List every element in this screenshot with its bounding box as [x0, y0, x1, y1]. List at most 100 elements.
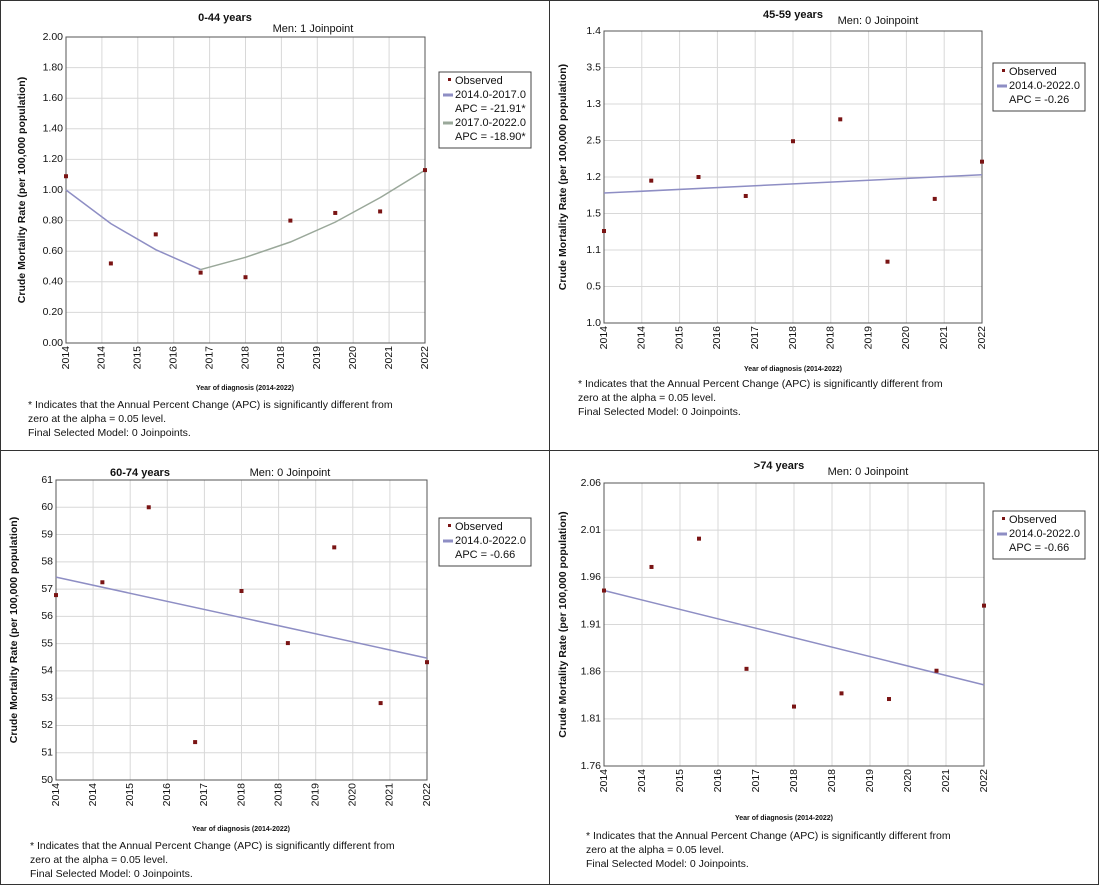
observed-point	[838, 117, 843, 122]
legend-label: 2017.0-2022.0	[455, 117, 526, 129]
x-tick-label: 2022	[976, 326, 988, 350]
legend-label: Observed	[455, 75, 503, 87]
plot-border	[603, 482, 985, 767]
legend-label: 2014.0-2022.0	[455, 535, 526, 547]
observed-point	[696, 175, 701, 179]
observed-point	[288, 218, 293, 223]
y-tick-label: 1.1	[586, 244, 601, 256]
y-tick-label: 1.00	[43, 184, 64, 196]
x-tick-label: 2016	[167, 346, 179, 370]
chart-subtitle: Men: 0 Joinpoint	[828, 466, 909, 478]
x-tick-label: 2018	[788, 769, 800, 793]
legend-apc: APC = -18.90*	[455, 131, 526, 143]
observed-point	[285, 641, 290, 646]
observed-point	[378, 701, 383, 706]
footnote: * Indicates that the Annual Percent Chan…	[28, 399, 393, 411]
observed-point	[791, 139, 795, 144]
legend-box	[438, 517, 532, 567]
observed-point	[602, 229, 606, 234]
y-tick-label: 1.86	[581, 665, 602, 677]
observed-point	[54, 593, 58, 598]
x-tick-label: 2015	[132, 346, 144, 370]
legend-apc: APC = -0.66	[1009, 542, 1069, 554]
observed-point	[243, 275, 248, 280]
observed-point	[885, 259, 890, 264]
observed-point	[932, 196, 937, 201]
y-tick-label: 0.00	[43, 337, 64, 349]
x-tick-label: 2018	[239, 346, 251, 370]
observed-point	[744, 666, 749, 671]
y-tick-label: 1.0	[586, 317, 601, 329]
observed-point	[146, 505, 151, 510]
legend-label: 2014.0-2017.0	[455, 89, 526, 101]
x-tick-label: 2022	[978, 769, 990, 793]
observed-point	[332, 545, 337, 550]
observed-point	[934, 668, 939, 673]
x-tick-label: 2020	[900, 326, 912, 350]
y-axis-label: Crude Mortality Rate (per 100,000 popula…	[557, 511, 569, 737]
x-tick-label: 2018	[826, 769, 838, 793]
x-tick-label: 2015	[673, 326, 685, 350]
x-tick-label: 2019	[864, 769, 876, 793]
y-tick-label: 1.80	[43, 61, 64, 73]
observed-point	[239, 589, 244, 593]
x-tick-label: 2017	[749, 326, 761, 350]
x-tick-label: 2018	[235, 783, 247, 807]
footnote: * Indicates that the Annual Percent Chan…	[30, 840, 395, 852]
chart-title: >74 years	[754, 460, 804, 472]
y-tick-label: 0.60	[43, 245, 64, 257]
x-tick-label: 2020	[902, 769, 914, 793]
footnote: Final Selected Model: 0 Joinpoints.	[28, 427, 191, 439]
x-axis-label: Year of diagnosis (2014-2022)	[735, 815, 833, 822]
legend-box	[992, 62, 1086, 112]
fit-line	[55, 576, 428, 659]
legend-label: 2014.0-2022.0	[1009, 80, 1080, 92]
chart-title: 60-74 years	[110, 467, 170, 479]
y-tick-label: 61	[41, 474, 53, 486]
footnote: * Indicates that the Annual Percent Chan…	[586, 830, 951, 842]
x-tick-label: 2014	[598, 769, 610, 793]
x-tick-label: 2015	[674, 769, 686, 793]
observed-point	[198, 270, 203, 275]
footnote: Final Selected Model: 0 Joinpoints.	[30, 868, 193, 880]
y-tick-label: 1.4	[586, 25, 601, 37]
x-tick-label: 2021	[383, 346, 395, 370]
footnote: Final Selected Model: 0 Joinpoints.	[578, 406, 741, 418]
observed-point	[425, 660, 429, 665]
y-tick-label: 56	[41, 610, 53, 622]
y-tick-label: 1.3	[586, 98, 601, 110]
x-tick-label: 2017	[203, 346, 215, 370]
x-axis-label: Year of diagnosis (2014-2022)	[192, 826, 290, 833]
x-tick-label: 2020	[347, 346, 359, 370]
x-axis-label: Year of diagnosis (2014-2022)	[744, 366, 842, 373]
y-tick-label: 0.40	[43, 276, 64, 288]
legend-box	[992, 510, 1086, 560]
chart-title: 45-59 years	[763, 9, 823, 21]
y-tick-label: 1.76	[581, 760, 602, 772]
y-axis-label: Crude Mortality Rate (per 100,000 popula…	[557, 64, 569, 290]
y-tick-label: 0.5	[586, 280, 601, 292]
x-tick-label: 2018	[275, 346, 287, 370]
footnote: zero at the alpha = 0.05 level.	[30, 854, 168, 866]
x-tick-label: 2014	[96, 346, 108, 370]
y-tick-label: 52	[41, 719, 53, 731]
y-tick-label: 53	[41, 692, 53, 704]
observed-point	[649, 178, 654, 183]
x-tick-label: 2014	[60, 346, 72, 370]
y-tick-label: 1.20	[43, 153, 64, 165]
x-tick-label: 2017	[198, 783, 210, 807]
y-tick-label: 3.5	[586, 61, 601, 73]
y-tick-label: 58	[41, 556, 53, 568]
x-tick-label: 2014	[636, 326, 648, 350]
observed-point	[108, 261, 113, 266]
observed-point	[649, 564, 654, 569]
observed-point	[378, 209, 383, 214]
footnote: zero at the alpha = 0.05 level.	[586, 844, 724, 856]
y-tick-label: 1.91	[581, 618, 602, 630]
y-tick-label: 59	[41, 528, 53, 540]
x-tick-label: 2019	[311, 346, 323, 370]
y-tick-label: 60	[41, 501, 53, 513]
y-tick-label: 55	[41, 637, 53, 649]
y-tick-label: 57	[41, 583, 53, 595]
